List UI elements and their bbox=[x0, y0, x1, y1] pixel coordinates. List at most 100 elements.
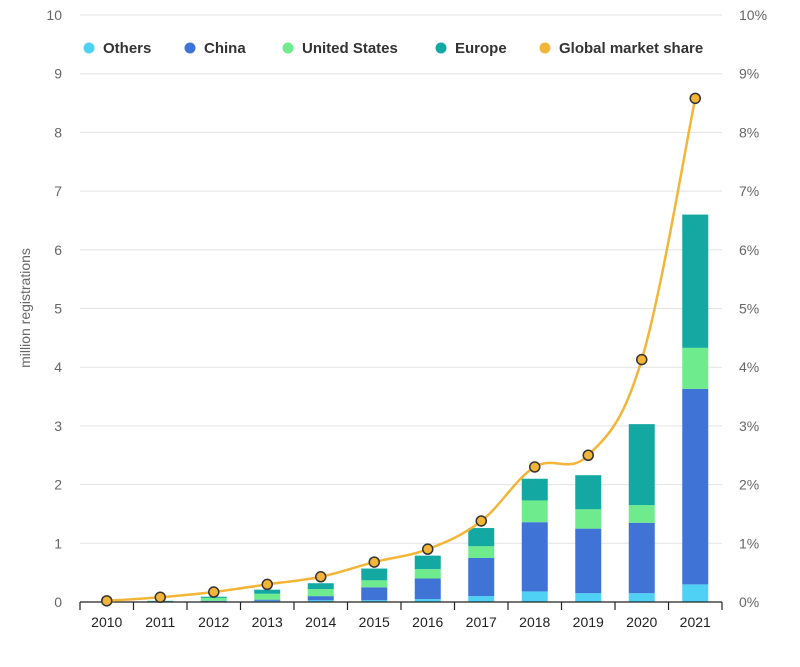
market-share-point-2019 bbox=[582, 449, 594, 461]
bar-united-states-2013 bbox=[254, 593, 281, 600]
legend: Others China United States Europe Global mar… bbox=[83, 40, 703, 57]
x-tick-label: 2016 bbox=[412, 614, 443, 630]
right-tick-label: 4% bbox=[739, 359, 759, 375]
bar-united-states-2014 bbox=[307, 589, 334, 597]
bar-europe-2015 bbox=[361, 568, 388, 581]
left-tick-label: 10 bbox=[46, 7, 62, 23]
bar-china-2017 bbox=[468, 557, 495, 597]
left-tick-label: 4 bbox=[54, 359, 62, 375]
left-tick-label: 2 bbox=[54, 477, 62, 493]
bar-united-states-2012 bbox=[200, 597, 227, 601]
market-share-point-2020 bbox=[636, 353, 648, 366]
bar-europe-2021 bbox=[682, 214, 709, 348]
left-tick-label: 7 bbox=[54, 183, 62, 199]
bar-others-2016 bbox=[414, 599, 441, 602]
bar-others-2017 bbox=[468, 596, 495, 602]
bar-europe-2013 bbox=[254, 589, 281, 594]
bar-china-2015 bbox=[361, 587, 388, 601]
legend-label: Others bbox=[103, 40, 151, 57]
legend-label: United States bbox=[302, 40, 398, 57]
market-share-point-2015 bbox=[368, 556, 380, 568]
gridlines bbox=[80, 14, 722, 544]
market-share-point-2021 bbox=[689, 92, 701, 105]
x-tick-label: 2011 bbox=[145, 614, 175, 630]
x-axis: 2010 2011 2012 2013 2014 2015 2016 2017 2018 2019… bbox=[79, 601, 723, 630]
bar-china-2014 bbox=[307, 596, 334, 601]
market-share-point-2011 bbox=[154, 591, 166, 604]
x-tick-label: 2012 bbox=[198, 614, 229, 630]
right-tick-label: 1% bbox=[739, 535, 759, 551]
left-tick-label: 5 bbox=[54, 301, 62, 317]
stacked-bars bbox=[147, 214, 709, 602]
legend-item-china: China bbox=[184, 40, 246, 57]
right-tick-label: 6% bbox=[739, 242, 759, 258]
legend-swatch bbox=[539, 42, 551, 54]
bar-europe-2017 bbox=[468, 528, 495, 547]
bar-united-states-2021 bbox=[682, 347, 709, 389]
bar-china-2013 bbox=[254, 599, 281, 601]
right-tick-label: 0% bbox=[739, 594, 759, 610]
x-tick-label: 2018 bbox=[519, 614, 550, 630]
x-tick-label: 2017 bbox=[466, 614, 497, 630]
bar-united-states-2018 bbox=[521, 500, 548, 523]
bar-united-states-2017 bbox=[468, 546, 495, 558]
bar-europe-2016 bbox=[414, 555, 441, 570]
bar-china-2016 bbox=[414, 578, 441, 600]
bar-europe-2019 bbox=[575, 475, 602, 510]
right-tick-label: 7% bbox=[739, 183, 759, 199]
bar-europe-2018 bbox=[521, 478, 548, 501]
market-share-point-2016 bbox=[422, 543, 434, 555]
bar-others-2019 bbox=[575, 593, 602, 602]
legend-swatch bbox=[184, 42, 196, 54]
left-axis-ticks: 0 1 2 3 4 5 6 7 8 9 10 bbox=[46, 7, 62, 610]
right-tick-label: 5% bbox=[739, 301, 759, 317]
legend-item-united-states: United States bbox=[282, 40, 398, 57]
bar-europe-2014 bbox=[307, 583, 334, 590]
market-share-point-2014 bbox=[315, 571, 327, 583]
x-tick-label: 2019 bbox=[573, 614, 604, 630]
x-tick-label: 2014 bbox=[305, 614, 336, 630]
bar-others-2021 bbox=[682, 584, 709, 602]
legend-swatch bbox=[83, 42, 95, 54]
legend-label: Global market share bbox=[559, 40, 703, 57]
bar-china-2018 bbox=[521, 522, 548, 592]
legend-item-global-market-share: Global market share bbox=[539, 40, 703, 57]
y-axis-label: million registrations bbox=[17, 248, 33, 368]
bar-europe-2020 bbox=[628, 424, 655, 506]
left-tick-label: 8 bbox=[54, 124, 62, 140]
bar-china-2021 bbox=[682, 388, 709, 585]
market-share-point-2012 bbox=[208, 586, 220, 598]
market-share-point-2013 bbox=[261, 578, 273, 591]
market-share-path bbox=[106, 98, 697, 603]
x-tick-label: 2021 bbox=[680, 614, 711, 630]
left-tick-label: 6 bbox=[54, 242, 62, 258]
market-share-point-2017 bbox=[475, 515, 487, 527]
bar-united-states-2019 bbox=[575, 509, 602, 529]
left-tick-label: 9 bbox=[54, 66, 62, 82]
bar-others-2014 bbox=[307, 600, 334, 602]
legend-swatch bbox=[435, 42, 447, 54]
legend-label: China bbox=[204, 40, 246, 57]
legend-item-europe: Europe bbox=[435, 40, 507, 57]
bar-others-2015 bbox=[361, 600, 388, 602]
legend-swatch bbox=[282, 42, 294, 54]
left-tick-label: 1 bbox=[54, 535, 62, 551]
legend-item-others: Others bbox=[83, 40, 151, 57]
bar-united-states-2020 bbox=[628, 505, 655, 523]
right-tick-label: 8% bbox=[739, 124, 759, 140]
x-tick-label: 2013 bbox=[252, 614, 283, 630]
right-tick-label: 3% bbox=[739, 418, 759, 434]
bar-china-2012 bbox=[200, 600, 227, 602]
market-share-point-2010 bbox=[101, 595, 113, 607]
left-tick-label: 0 bbox=[54, 594, 62, 610]
bar-united-states-2016 bbox=[414, 569, 441, 579]
right-axis-ticks: 0% 1% 2% 3% 4% 5% 6% 7% 8% 9% 10% bbox=[739, 7, 767, 610]
bar-china-2020 bbox=[628, 522, 655, 594]
bar-others-2018 bbox=[521, 591, 548, 602]
x-tick-label: 2010 bbox=[91, 614, 122, 630]
x-tick-label: 2015 bbox=[359, 614, 390, 630]
market-share-point-2018 bbox=[529, 461, 541, 473]
bar-china-2019 bbox=[575, 528, 602, 594]
right-tick-label: 9% bbox=[739, 66, 759, 82]
